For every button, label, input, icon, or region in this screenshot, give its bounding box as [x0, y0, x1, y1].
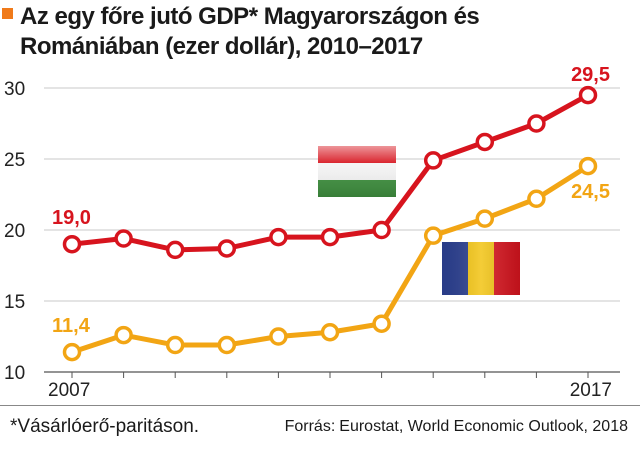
- x-tick-label: 2007: [48, 380, 90, 401]
- data-labels: 19,0 29,5 11,4 24,5: [52, 64, 610, 337]
- data-point: [114, 325, 133, 345]
- source-text: Eurostat, World Economic Outlook, 2018: [339, 418, 628, 435]
- y-tick-label: 30: [4, 79, 25, 100]
- chart-title: Az egy főre jutó GDP* Magyarországon és …: [20, 3, 480, 60]
- y-tick-label: 20: [4, 221, 25, 242]
- data-point: [62, 234, 82, 254]
- data-point: [475, 132, 495, 152]
- data-point: [114, 229, 133, 248]
- data-point: [269, 327, 288, 346]
- data-point: [423, 151, 443, 170]
- data-point: [165, 240, 185, 260]
- data-point: [578, 156, 598, 176]
- x-tick-label: 2017: [570, 380, 612, 401]
- data-point: [269, 227, 288, 247]
- series-points: [62, 85, 598, 362]
- data-point: [578, 85, 598, 105]
- series-lines: [69, 92, 591, 355]
- romania-flag: [442, 242, 520, 295]
- data-point: [217, 239, 237, 258]
- data-point: [372, 220, 391, 240]
- data-label: 29,5: [571, 64, 610, 86]
- y-axis-ticks: 10 15 20 25 30: [4, 79, 25, 384]
- y-tick-label: 10: [4, 363, 25, 384]
- data-point: [372, 314, 391, 333]
- footnote: *Vásárlóerő-paritáson.: [10, 416, 200, 437]
- data-label: 24,5: [571, 181, 610, 203]
- data-point: [165, 335, 185, 355]
- source-line: Forrás: Eurostat, World Economic Outlook,…: [285, 418, 628, 436]
- data-point: [217, 335, 237, 355]
- title-marker-icon: [2, 8, 13, 19]
- line-chart: 10 15 20 25 30 2007 2017 19,0 29,5 11,4 24,5: [4, 64, 620, 401]
- data-label: 11,4: [52, 315, 91, 337]
- data-point: [527, 114, 546, 133]
- data-label: 19,0: [52, 207, 91, 229]
- source-label: Forrás:: [284, 418, 336, 435]
- x-axis-ticks: 2007 2017: [48, 372, 612, 401]
- chart-footer: *Vásárlóerő-paritáson. Forrás: Eurostat, …: [0, 405, 640, 450]
- data-point: [62, 342, 82, 362]
- data-point: [320, 322, 340, 342]
- data-point: [475, 209, 495, 228]
- data-point: [527, 189, 546, 209]
- hungary-flag: [318, 146, 396, 197]
- y-tick-label: 25: [4, 150, 25, 171]
- data-point: [320, 227, 340, 247]
- data-point: [423, 226, 443, 245]
- y-tick-label: 15: [4, 292, 25, 313]
